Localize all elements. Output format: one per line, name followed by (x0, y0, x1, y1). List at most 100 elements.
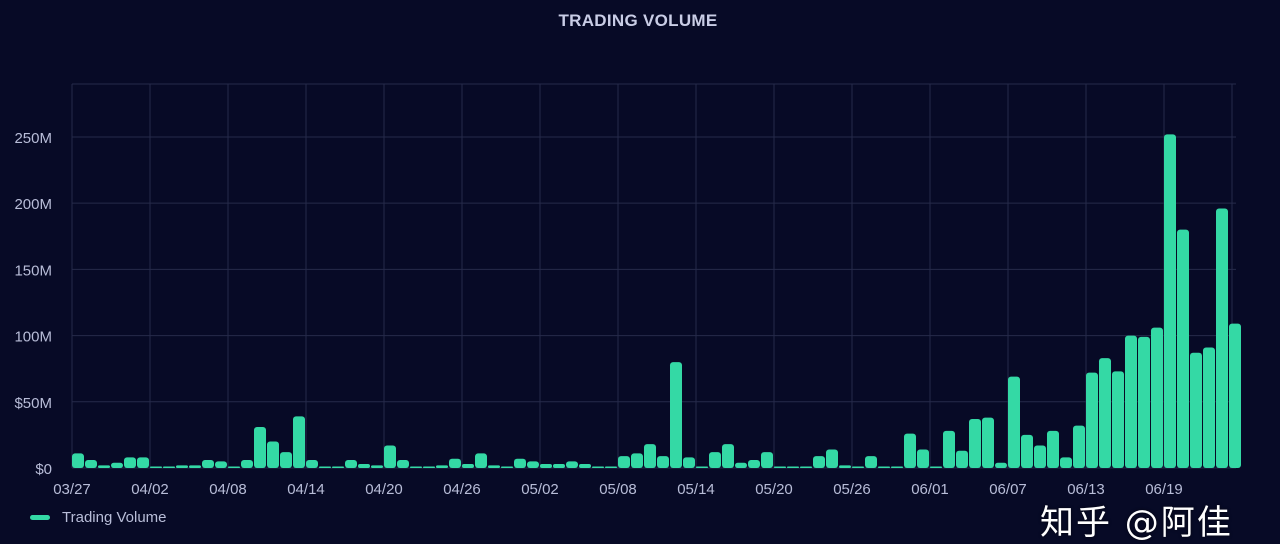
bar (1229, 323, 1241, 468)
bar (475, 453, 487, 468)
x-tick-label: 03/27 (53, 481, 91, 498)
bar (800, 466, 812, 468)
bar (917, 449, 929, 468)
y-tick-label: 200M (14, 196, 52, 213)
bar (527, 461, 539, 468)
x-tick-label: 06/07 (989, 481, 1027, 498)
bar (1151, 327, 1163, 468)
bar (540, 464, 552, 468)
bar (722, 444, 734, 468)
x-tick-label: 05/08 (599, 481, 637, 498)
bar (748, 460, 760, 468)
bar (1034, 445, 1046, 468)
bar (1164, 134, 1176, 468)
bar (618, 456, 630, 468)
bar (241, 460, 253, 468)
bar (345, 460, 357, 468)
bar (982, 417, 994, 468)
bar (865, 456, 877, 468)
watermark: 知乎 @阿佳 (1040, 503, 1233, 543)
bar (449, 458, 461, 468)
bar (605, 466, 617, 468)
bar (891, 466, 903, 468)
bar (1086, 372, 1098, 468)
bar (202, 460, 214, 468)
x-tick-label: 05/20 (755, 481, 793, 498)
bar (319, 466, 331, 468)
bar (293, 416, 305, 468)
bar (384, 445, 396, 468)
bar (852, 466, 864, 468)
y-tick-label: 150M (14, 262, 52, 279)
bar (215, 461, 227, 468)
bar (644, 444, 656, 468)
x-tick-label: 06/13 (1067, 481, 1105, 498)
bar (124, 457, 136, 468)
x-tick-label: 05/14 (677, 481, 715, 498)
bar (592, 466, 604, 468)
bar (1047, 430, 1059, 468)
bar (956, 450, 968, 468)
legend-swatch (30, 515, 50, 520)
bar (696, 466, 708, 468)
bar (1073, 425, 1085, 468)
y-tick-label: $0 (35, 461, 52, 478)
bar (137, 457, 149, 468)
bar (371, 465, 383, 468)
bar (306, 460, 318, 468)
bar (839, 465, 851, 468)
bar (280, 452, 292, 468)
x-tick-label: 06/19 (1145, 481, 1183, 498)
bar (553, 464, 565, 468)
bar (943, 430, 955, 468)
bar (176, 465, 188, 468)
y-tick-label: 100M (14, 329, 52, 346)
bar (709, 452, 721, 468)
bar (397, 460, 409, 468)
bar (163, 466, 175, 468)
bar (332, 466, 344, 468)
bar (436, 465, 448, 468)
legend[interactable]: Trading Volume (30, 509, 167, 526)
bar (657, 456, 669, 468)
bar (488, 465, 500, 468)
bar (267, 441, 279, 468)
bar (566, 461, 578, 468)
bar (995, 462, 1007, 468)
y-tick-label: 250M (14, 130, 52, 147)
bar (813, 456, 825, 468)
bar (1203, 347, 1215, 468)
x-tick-label: 06/01 (911, 481, 949, 498)
bar (631, 453, 643, 468)
bar (1216, 208, 1228, 468)
x-tick-label: 04/08 (209, 481, 247, 498)
bar (1021, 434, 1033, 468)
bar (98, 465, 110, 468)
bar (878, 466, 890, 468)
x-tick-label: 04/02 (131, 481, 169, 498)
bar (423, 466, 435, 468)
bar (410, 466, 422, 468)
bar (670, 362, 682, 468)
bar (761, 452, 773, 468)
bar (85, 460, 97, 468)
legend-label: Trading Volume (62, 509, 167, 526)
bar (1190, 352, 1202, 468)
bar (150, 466, 162, 468)
bar (1060, 457, 1072, 468)
bar (1138, 336, 1150, 468)
bar (501, 466, 513, 468)
bar (1099, 358, 1111, 468)
chart-title: TRADING VOLUME (558, 11, 718, 30)
bar (787, 466, 799, 468)
bar (111, 462, 123, 468)
x-tick-label: 05/02 (521, 481, 559, 498)
bar (1177, 229, 1189, 468)
bar (462, 464, 474, 468)
x-tick-label: 04/20 (365, 481, 403, 498)
bar (735, 462, 747, 468)
bar (969, 419, 981, 468)
x-tick-label: 05/26 (833, 481, 871, 498)
bar (1125, 335, 1137, 468)
